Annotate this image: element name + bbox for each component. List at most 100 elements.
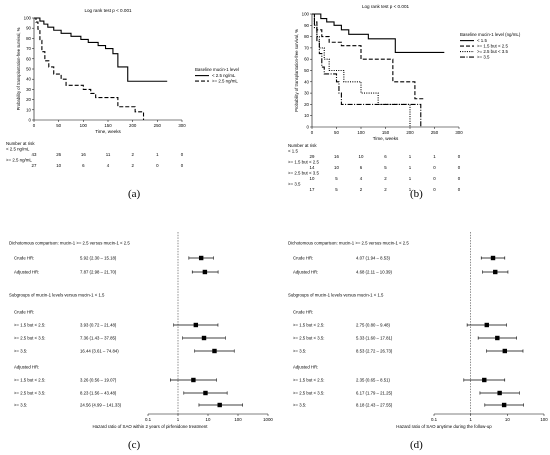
risk-value: 1 [156, 152, 159, 157]
risk-value: 16 [334, 154, 339, 159]
row-label: >= 3.5: [14, 403, 27, 408]
panel-d-forest-plot: 0.1 1 10 100 Hazard ratio of SAO anytime dur… [282, 232, 550, 455]
series-line [312, 13, 425, 100]
risk-value: 5 [384, 165, 387, 170]
row-label: Adjusted HR: [293, 365, 318, 370]
risk-value: 0 [181, 152, 184, 157]
y-tick-label: 100 [24, 16, 32, 21]
point-estimate [501, 402, 507, 408]
x-tick-label: 200 [129, 123, 137, 128]
point-estimate [502, 348, 508, 354]
risk-value: 0 [458, 154, 461, 159]
risk-value: 0 [433, 165, 436, 170]
row-value: 3.93 (0.72 – 21.48) [80, 323, 117, 328]
risk-row-label: >= 3.5 [288, 182, 301, 187]
risk-value: 27 [32, 163, 37, 168]
row-value: 8.18 (2.43 – 27.55) [356, 403, 393, 408]
row-label: Dichotomous comparison: mucin-1 >= 2.5 v… [288, 241, 409, 246]
series-line [34, 17, 168, 82]
risk-value: 10 [359, 154, 364, 159]
x-tick-label: 200 [406, 130, 414, 135]
risk-table-title: Number at risk [288, 143, 317, 148]
risk-row-label: < 2.5 ng/mL [6, 147, 30, 152]
risk-value: 11 [106, 152, 111, 157]
risk-value: 17 [310, 187, 315, 192]
risk-value: 14 [310, 165, 315, 170]
forest-chart-c: 0.1 1 10 100 1000 Hazard ratio of SAO within … [9, 232, 273, 429]
point-estimate [495, 335, 500, 341]
y-tick-label: 80 [26, 36, 31, 41]
risk-table-title: Number at risk [6, 141, 35, 146]
risk-value: 6 [384, 154, 387, 159]
risk-value: 2 [360, 187, 363, 192]
risk-value: 2 [131, 152, 134, 157]
y-tick-label: 30 [304, 91, 309, 96]
row-label: >= 3.5: [14, 349, 27, 354]
row-label: Subgroups of mucin-1 levels versus mucin… [288, 293, 384, 298]
point-estimate [203, 390, 208, 396]
risk-value: 16 [81, 152, 86, 157]
point-estimate [493, 269, 498, 275]
y-tick-label: 60 [304, 57, 309, 62]
row-value: 3.26 (0.56 – 19.07) [80, 378, 117, 383]
risk-row-label: >= 2.5 ng/mL [6, 158, 32, 163]
risk-value: 0 [181, 163, 184, 168]
point-estimate [482, 377, 487, 383]
y-tick-label: 40 [26, 77, 31, 82]
panel-label-c: (c) [128, 439, 141, 451]
row-label: Adjusted HR: [14, 270, 39, 275]
chart-title: Log rank test p < 0.001 [362, 4, 410, 9]
x-tick-label: 100 [540, 417, 548, 422]
risk-value: 2 [384, 176, 387, 181]
point-estimate [490, 255, 496, 261]
row-value: 16.44 (3.61 – 74.84) [80, 349, 119, 354]
risk-value: 0 [156, 163, 159, 168]
x-tick-label: 50 [56, 123, 61, 128]
x-tick-label: 0.1 [145, 417, 152, 422]
series-line [34, 17, 145, 120]
risk-value: 10 [310, 176, 315, 181]
row-label: Crude HR: [14, 256, 34, 261]
point-estimate [217, 402, 222, 408]
point-estimate [201, 335, 207, 341]
x-tick-label: 0 [311, 130, 314, 135]
x-tick-label: 0.1 [431, 417, 438, 422]
y-tick-label: 90 [304, 23, 309, 28]
risk-value: 1 [409, 154, 412, 159]
legend-label: < 2.5 ng/mL [212, 73, 236, 78]
point-estimate [484, 322, 489, 328]
x-axis-label: Time, weeks [95, 129, 121, 134]
y-tick-label: 0 [29, 118, 32, 123]
row-label: >= 2.5 but < 3.5: [293, 391, 324, 396]
risk-value: 10 [334, 165, 339, 170]
row-label: >= 1.5 but < 2.5: [293, 378, 324, 383]
row-label: Crude HR: [293, 256, 313, 261]
risk-value: 0 [433, 176, 436, 181]
risk-value: 43 [32, 152, 37, 157]
risk-value: 5 [335, 176, 338, 181]
risk-row-label: >= 2.5 but < 3.5 [288, 171, 319, 176]
point-estimate [193, 322, 199, 328]
risk-value: 0 [433, 187, 436, 192]
row-label: Crude HR: [293, 310, 313, 315]
row-label: Subgroups of mucin-1 levels versus mucin… [9, 293, 105, 298]
x-axis-label: Time, weeks [373, 136, 399, 141]
y-tick-label: 0 [307, 125, 310, 130]
panel-a-kaplan-meier: Log rank test p < 0.001 0 10 20 30 40 50 60 70 80… [0, 0, 275, 215]
series-line [312, 13, 422, 127]
row-label: Dichotomous comparison: mucin-1 >= 2.5 v… [9, 241, 130, 246]
row-label: >= 1.5 but < 2.5: [14, 378, 45, 383]
row-value: 4.07 (1.94 – 8.53) [356, 256, 390, 261]
row-value: 2.35 (0.65 – 8.51) [356, 378, 390, 383]
x-tick-label: 10 [505, 417, 510, 422]
risk-value: 1 [409, 176, 412, 181]
x-tick-label: 150 [382, 130, 390, 135]
row-value: 7.87 (2.98 – 21.70) [80, 270, 117, 275]
row-value: 24.56 (4.99 – 141.33) [80, 403, 122, 408]
legend-title: Baseline mucin-1 level (ng/mL) [460, 32, 521, 37]
y-axis-label: Probability of transplantation-free surv… [294, 29, 299, 112]
risk-value: 1 [433, 154, 436, 159]
x-axis-label: Hazard ratio of SAO within 2 years of pi… [93, 424, 209, 429]
chart-title: Log rank test p < 0.001 [84, 8, 132, 13]
row-label: >= 3.5: [293, 403, 306, 408]
